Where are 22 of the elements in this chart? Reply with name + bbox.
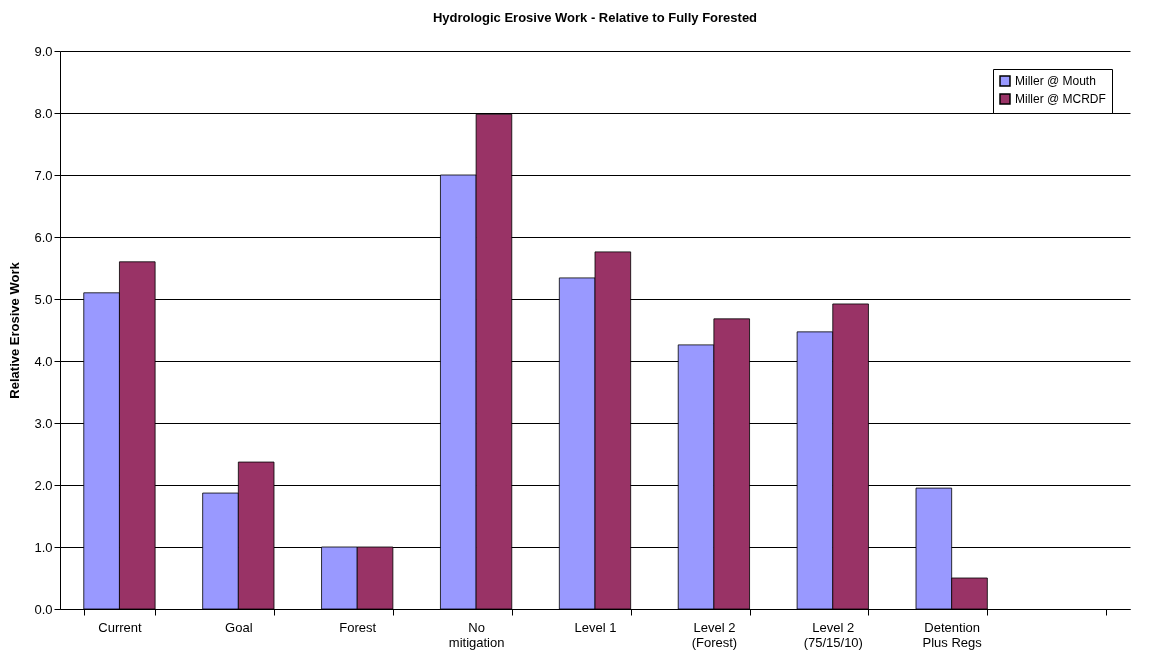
y-tick-label: 7.0 [34, 167, 53, 183]
legend-label: Miller @ MCRDF [1015, 92, 1106, 106]
legend-label: Miller @ Mouth [1015, 74, 1096, 88]
y-axis-title: Relative Erosive Work [7, 261, 23, 399]
x-tick-label: Level 1 [574, 619, 617, 635]
chart-title: Hydrologic Erosive Work - Relative to Fully Forested [432, 10, 758, 25]
y-tick-label: 3.0 [34, 415, 53, 431]
y-tick-label: 4.0 [34, 353, 53, 369]
y-tick-label: 0.0 [34, 601, 53, 617]
x-tick-label: No mitigation [448, 619, 505, 650]
y-tick-label: 5.0 [34, 291, 53, 307]
x-tick-label: Level 2 (75/15/10) [803, 619, 863, 650]
x-tick-label: Current [98, 619, 142, 635]
x-tick-label: Forest [339, 619, 377, 635]
x-tick-label: Level 2 (Forest) [691, 619, 738, 650]
y-tick-label: 9.0 [34, 43, 53, 59]
y-tick-label: 2.0 [34, 477, 53, 493]
y-tick-label: 8.0 [34, 105, 53, 121]
y-tick-label: 1.0 [34, 539, 53, 555]
x-tick-label: Detention Plus Regs [922, 619, 983, 650]
y-tick-label: 6.0 [34, 229, 53, 245]
x-tick-label: Goal [225, 619, 253, 635]
